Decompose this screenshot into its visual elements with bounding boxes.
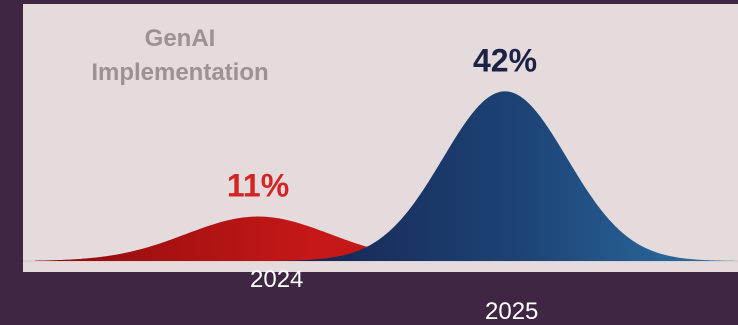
label-layer: 11% 42% [227,42,537,203]
chart-svg: 11% 42% [23,42,738,262]
x-tick-label-2025: 2025 [485,298,539,325]
chart-title: GenAI Implementation [91,25,269,86]
value-label-2024: 11% [227,168,289,204]
distribution-2024 [35,216,543,261]
chart-panel: GenAI Implementation 11% 42% [23,4,738,272]
distribution-2025 [273,91,735,261]
x-tick-label-2024: 2024 [250,266,304,293]
value-label-2025: 42% [473,42,537,78]
series-layer [35,91,735,261]
